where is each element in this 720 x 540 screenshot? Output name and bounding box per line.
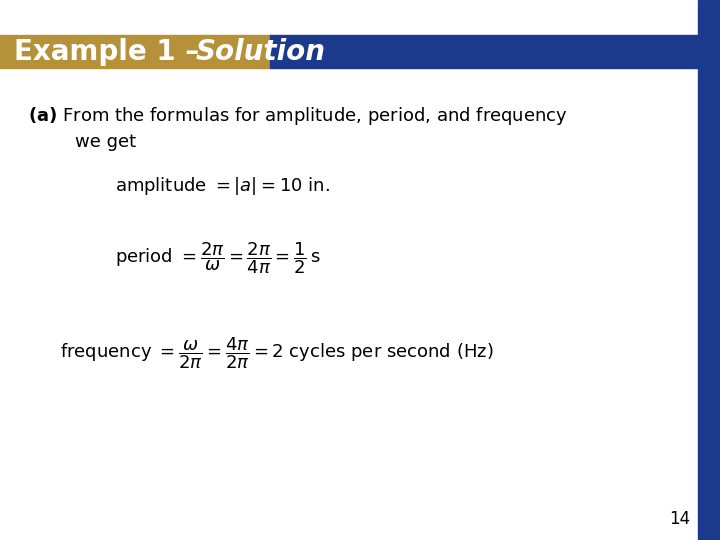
Text: we get: we get bbox=[75, 133, 136, 151]
Bar bbox=[0, 35, 270, 68]
Text: $\mathbf{(a)}$ From the formulas for amplitude, period, and frequency: $\mathbf{(a)}$ From the formulas for amp… bbox=[28, 105, 568, 127]
Bar bbox=[698, 0, 720, 540]
Text: period $= \dfrac{2\pi}{\omega}=\dfrac{2\pi}{4\pi}=\dfrac{1}{2}\,$s: period $= \dfrac{2\pi}{\omega}=\dfrac{2\… bbox=[115, 240, 320, 275]
Bar bbox=[270, 35, 698, 68]
Text: amplitude $= |a| = 10$ in.: amplitude $= |a| = 10$ in. bbox=[115, 175, 330, 197]
Text: frequency $= \dfrac{\omega}{2\pi}=\dfrac{4\pi}{2\pi}= 2$ cycles per second (Hz): frequency $= \dfrac{\omega}{2\pi}=\dfrac… bbox=[60, 335, 494, 370]
Text: 14: 14 bbox=[669, 510, 690, 528]
Text: Solution: Solution bbox=[196, 37, 326, 65]
Text: Example 1 –: Example 1 – bbox=[14, 37, 209, 65]
